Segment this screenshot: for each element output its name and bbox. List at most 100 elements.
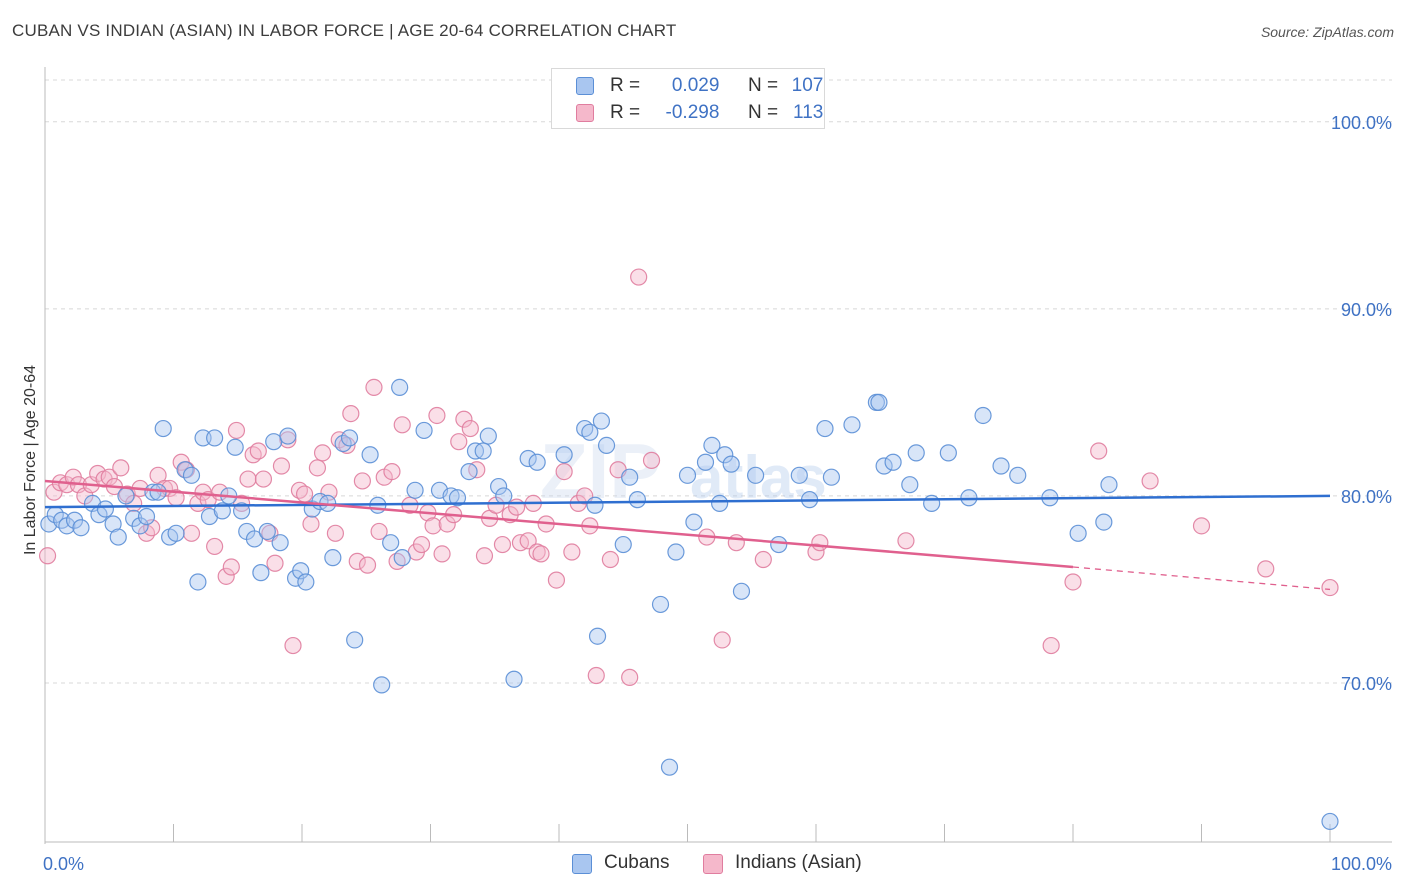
indian-point xyxy=(519,532,537,550)
indian-point xyxy=(272,457,291,475)
cuban-point xyxy=(592,412,611,430)
cuban-point xyxy=(581,423,599,441)
grid-lines xyxy=(45,79,1392,684)
cuban-point xyxy=(137,507,156,526)
indian-point xyxy=(189,494,207,512)
cuban-point xyxy=(628,491,646,509)
indian-point xyxy=(532,545,550,563)
cuban-point xyxy=(104,515,122,533)
cuban-point xyxy=(974,406,992,425)
y-tick-labels: 70.0% 80.0% 90.0% 100.0% xyxy=(1331,113,1392,694)
legend-r-value: 0.029 xyxy=(671,75,720,96)
cuban-point xyxy=(1321,812,1339,831)
cuban-point xyxy=(651,595,670,614)
cuban-point xyxy=(621,468,639,486)
indians-legend-label: Indians (Asian) xyxy=(735,852,862,873)
indian-point xyxy=(1321,578,1339,597)
cuban-point xyxy=(907,444,925,462)
cuban-point xyxy=(144,483,162,501)
legend-r-label: R = xyxy=(610,75,641,96)
indian-point xyxy=(308,459,327,477)
chart-title: CUBAN VS INDIAN (ASIAN) IN LABOR FORCE |… xyxy=(12,21,677,40)
cubans-swatch xyxy=(576,77,594,95)
cuban-point xyxy=(716,446,734,464)
cuban-point xyxy=(505,670,523,688)
cuban-point xyxy=(770,535,788,554)
correlation-legend: R = 0.029 N = 107 R = -0.298 N = 113 xyxy=(551,68,825,129)
cuban-point xyxy=(588,627,607,645)
indian-point xyxy=(38,547,57,565)
cuban-point xyxy=(703,436,721,455)
cuban-point xyxy=(992,457,1010,475)
y-tick-label: 70.0% xyxy=(1341,674,1392,694)
cuban-point xyxy=(923,494,941,512)
cuban-point xyxy=(415,421,433,440)
cuban-point xyxy=(149,483,167,501)
cubans-points xyxy=(40,378,1339,831)
legend-n-label: N = xyxy=(747,75,779,96)
indian-point xyxy=(348,552,366,570)
indian-point xyxy=(217,567,235,585)
cuban-point xyxy=(448,489,467,507)
cuban-point xyxy=(245,530,264,548)
cuban-point xyxy=(154,419,172,438)
cuban-point xyxy=(297,573,315,591)
indian-point xyxy=(222,558,240,576)
cuban-point xyxy=(189,573,207,591)
cuban-point xyxy=(614,535,632,554)
cuban-point xyxy=(40,515,58,533)
cuban-point xyxy=(391,378,409,397)
indian-point xyxy=(1257,560,1275,578)
legend-n-value: 107 xyxy=(791,75,824,96)
indian-point xyxy=(383,462,401,481)
indian-point xyxy=(475,547,494,565)
cuban-point xyxy=(252,564,270,582)
indian-point xyxy=(284,636,302,655)
cuban-point xyxy=(292,562,310,580)
indian-point xyxy=(455,410,473,428)
indian-point xyxy=(393,416,411,434)
cubans-trend-line xyxy=(44,494,1331,509)
indians-swatch xyxy=(576,104,594,122)
cubans-legend-swatch xyxy=(572,854,592,874)
cuban-point xyxy=(346,631,364,649)
cuban-point xyxy=(495,487,513,505)
cuban-point xyxy=(324,549,342,567)
indian-point xyxy=(1090,442,1108,460)
indian-point xyxy=(433,545,451,563)
x-tick-label-max: 100.0% xyxy=(1331,854,1392,874)
indian-point xyxy=(811,534,829,552)
cuban-point xyxy=(1069,524,1087,542)
indian-point xyxy=(450,433,468,451)
indian-point xyxy=(428,406,446,425)
legend-n-value: 113 xyxy=(793,102,824,123)
indian-point xyxy=(1192,517,1211,535)
indian-point xyxy=(313,444,332,462)
cuban-point xyxy=(732,582,751,600)
x-tick-labels: 0.0% 100.0% xyxy=(43,854,1392,874)
indian-point xyxy=(1064,573,1082,591)
indian-point xyxy=(642,451,661,469)
cubans-legend-label: Cubans xyxy=(604,852,670,873)
cuban-point xyxy=(597,436,616,455)
indian-point xyxy=(112,459,130,477)
indian-point xyxy=(424,517,442,535)
cuban-point xyxy=(258,522,276,541)
indians-legend-swatch xyxy=(703,854,723,874)
cuban-point xyxy=(939,444,957,462)
cuban-point xyxy=(340,429,359,447)
indian-point xyxy=(807,543,825,561)
cuban-point xyxy=(711,494,729,512)
indian-point xyxy=(302,515,320,533)
cuban-point xyxy=(528,453,546,471)
cuban-point xyxy=(822,468,841,486)
indian-point xyxy=(182,524,201,542)
cuban-point xyxy=(1100,476,1118,494)
cuban-point xyxy=(790,466,808,484)
indian-point xyxy=(727,534,745,552)
y-tick-label: 100.0% xyxy=(1331,113,1392,133)
cuban-point xyxy=(678,466,697,484)
cuban-point xyxy=(875,457,893,475)
cuban-point xyxy=(843,416,861,434)
cuban-point xyxy=(361,446,379,464)
